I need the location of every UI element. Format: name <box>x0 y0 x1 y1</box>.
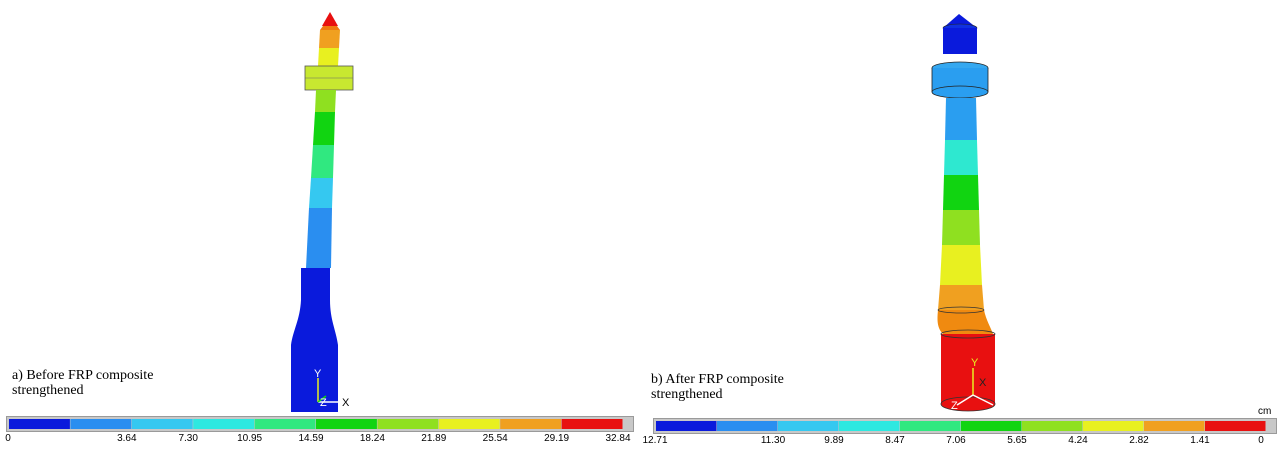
unit-label: cm <box>1258 406 1272 417</box>
legend-tick-label: 21.89 <box>421 433 447 444</box>
tower-segment <box>311 145 334 178</box>
axis-x-label: X <box>342 397 350 409</box>
caption-line: b) After FRP composite <box>651 372 784 387</box>
legend-tick-label: 7.30 <box>178 433 198 444</box>
caption-after: b) After FRP composite strengthened <box>651 372 784 402</box>
legend-tick-label: 32.84 <box>605 433 631 444</box>
color-legend-after <box>653 418 1277 434</box>
legend-swatch <box>9 419 70 429</box>
coordinate-triad: Y Z X <box>951 357 994 412</box>
axis-y-label: Y <box>314 368 322 380</box>
legend-tick-label: 0 <box>5 433 11 444</box>
legend-swatch <box>900 421 961 431</box>
axis-y-label: Y <box>971 357 979 369</box>
legend-tick-label: 5.65 <box>1007 435 1027 446</box>
tower-base <box>291 268 338 412</box>
tower-model-before: Y Z X <box>291 12 354 412</box>
tower-segment <box>320 26 340 30</box>
legend-swatch <box>193 419 255 429</box>
tower-collar-bottom <box>931 85 989 99</box>
legend-swatch <box>1083 421 1144 431</box>
tower-base <box>941 334 995 404</box>
tower-segment <box>319 30 340 48</box>
panel-after-frp: Y Z X b) After FRP composite strengthene… <box>641 0 1282 450</box>
tower-segment <box>313 112 335 145</box>
legend-swatch <box>316 419 377 429</box>
legend-swatch <box>1144 421 1205 431</box>
legend-tick-label: 0 <box>1258 435 1264 446</box>
tower-segment <box>943 175 979 210</box>
legend-tick-label: 1.41 <box>1190 435 1210 446</box>
legend-tick-label: 2.82 <box>1129 435 1149 446</box>
color-legend-before <box>6 416 634 432</box>
legend-tick-label: 25.54 <box>482 433 508 444</box>
legend-tick-label: 18.24 <box>359 433 385 444</box>
caption-before: a) Before FRP composite strengthened <box>12 368 153 398</box>
tower-model-after: Y Z X <box>931 14 996 412</box>
legend-tick-label: 8.47 <box>885 435 905 446</box>
tower-segment <box>943 28 977 54</box>
tower-segment <box>940 245 982 285</box>
legend-swatch <box>131 419 193 429</box>
legend-swatch <box>961 421 1022 431</box>
tower-segment <box>309 178 333 208</box>
legend-swatch <box>70 419 132 429</box>
legend-swatch <box>717 421 778 431</box>
tower-segment <box>937 310 993 334</box>
legend-swatch <box>500 419 562 429</box>
legend-swatch <box>377 419 439 429</box>
panel-before-frp: Y Z X a) Before FRP composite strengthen… <box>5 12 634 444</box>
legend-swatch <box>561 419 623 429</box>
tower-tip <box>322 12 338 26</box>
legend-tick-label: 12.71 <box>642 435 668 446</box>
tower-segment <box>306 208 332 268</box>
tower-segment <box>938 285 984 310</box>
legend-tick-label: 10.95 <box>237 433 263 444</box>
tower-base-top <box>940 329 996 339</box>
tower-base-bottom <box>940 396 996 412</box>
tower-segment <box>942 210 980 245</box>
segment-ring <box>937 306 985 314</box>
tower-segment <box>944 140 978 175</box>
caption-line: a) Before FRP composite <box>12 368 154 383</box>
legend-tick-label: 3.64 <box>117 433 137 444</box>
axis-z-label: Z <box>951 400 958 412</box>
legend-tick-label: 7.06 <box>946 435 966 446</box>
legend-swatch <box>1022 421 1083 431</box>
legend-swatch <box>839 421 900 431</box>
legend-swatch <box>438 419 500 429</box>
legend-swatch <box>656 421 717 431</box>
legend-swatch <box>254 419 316 429</box>
caption-line: strengthened <box>651 387 723 402</box>
legend-swatch <box>778 421 839 431</box>
caption-line: strengthened <box>12 383 84 398</box>
legend-tick-label: 9.89 <box>824 435 844 446</box>
axis-x-label: X <box>979 377 987 389</box>
legend-tick-label: 14.59 <box>298 433 324 444</box>
tower-segment <box>318 48 339 66</box>
legend-swatch <box>1205 421 1266 431</box>
tower-segment <box>315 90 336 112</box>
legend-tick-label: 11.30 <box>760 435 786 446</box>
axis-z-label: Z <box>320 397 327 409</box>
legend-tick-label: 4.24 <box>1068 435 1088 446</box>
tower-segment <box>945 98 977 140</box>
legend-tick-label: 29.19 <box>544 433 570 444</box>
coordinate-triad: Y Z X <box>314 368 350 409</box>
